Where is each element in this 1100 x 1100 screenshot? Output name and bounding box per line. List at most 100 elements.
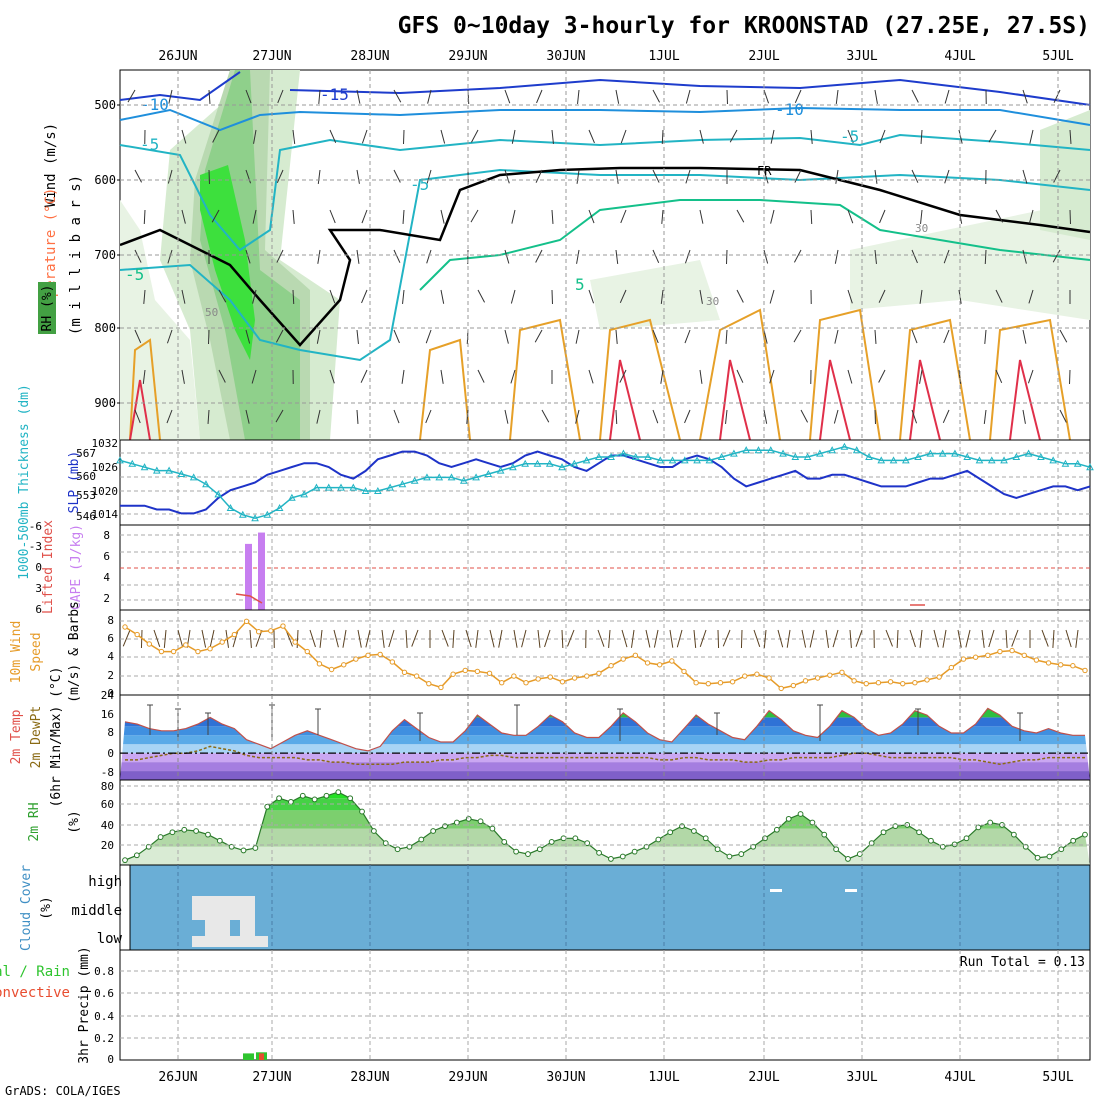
rh-tick-label: 60 — [101, 798, 114, 811]
wind-speed-point — [365, 652, 371, 659]
rh-point — [845, 856, 851, 862]
rh-point — [797, 811, 804, 817]
wind-barb — [427, 89, 432, 104]
rh-point — [181, 826, 188, 833]
thickness-point — [717, 452, 726, 460]
wind-barb — [615, 249, 619, 264]
wind-barb — [729, 129, 738, 143]
wind10m-panel: 8 6 4 2 0 10m Wind Speed (m/s) & Barbs — [9, 601, 1091, 703]
date-tick-label: 28JUN — [350, 1070, 389, 1085]
wind-label-3: (m/s) & Barbs — [67, 601, 82, 703]
wind-barb — [835, 89, 839, 104]
wind-barb — [847, 129, 854, 144]
cloud-low-block — [192, 936, 268, 947]
rh-point — [228, 843, 235, 850]
wind-tick-label: 2 — [107, 669, 114, 682]
wind-barb — [995, 369, 1003, 383]
wind-barb — [208, 89, 211, 105]
wind-barb — [1029, 129, 1034, 144]
li-line — [235, 593, 263, 604]
bottom-date-axis: 26JUN 27JUN 28JUN 29JUN 30JUN 1JUL 2JUL 3JUL 4JU… — [158, 1070, 1073, 1085]
cloud-frame — [129, 864, 1091, 951]
date-tick-label: 26JUN — [158, 49, 197, 64]
wind-barb — [245, 409, 250, 424]
rh-point — [133, 852, 140, 859]
date-tick-label: 2JUL — [748, 49, 779, 64]
contour-label: 50 — [205, 306, 218, 319]
wind-barb — [361, 129, 368, 144]
wind-speed-point — [438, 684, 444, 691]
wind-barb — [763, 89, 770, 104]
wind-barb — [218, 369, 226, 383]
wind-speed-point — [401, 669, 408, 676]
rh-point — [572, 835, 579, 842]
wind-barb — [167, 249, 173, 264]
wind-speed-point — [474, 668, 481, 675]
rh-point — [679, 823, 685, 830]
wind-barb — [466, 409, 469, 424]
rh-tick-label: 20 — [101, 839, 114, 852]
wind-barb — [319, 629, 323, 648]
rh-point — [323, 792, 330, 799]
wind-barb — [551, 209, 554, 225]
contour-label: -15 — [320, 85, 349, 104]
wind-speed-point — [705, 680, 711, 687]
rh-point — [619, 853, 626, 860]
wind-barb — [253, 129, 257, 144]
rh-point — [276, 795, 282, 802]
rh-point — [442, 823, 448, 830]
wind-speed-point — [134, 631, 140, 638]
wind-barb — [168, 89, 173, 104]
wind-barb — [211, 209, 220, 223]
cloud-blocks — [192, 889, 857, 947]
wind-label-2: Speed — [29, 632, 44, 671]
thickness-point — [152, 466, 161, 474]
wind-barb — [1022, 89, 1028, 104]
wind-barb — [652, 169, 660, 183]
wind-barb — [245, 329, 251, 344]
cape-li-panel: -6 -3 0 3 6 8 6 4 2 Lifted Index CAPE (J/kg) — [29, 520, 1091, 616]
wind-barb — [425, 409, 432, 424]
wind-barb — [769, 289, 775, 304]
rh-point — [525, 851, 531, 857]
temp-tick-label: 24 — [101, 689, 115, 702]
rh-point — [193, 828, 200, 834]
thickness-point — [337, 483, 345, 491]
rh-point — [584, 840, 591, 847]
thickness-point — [288, 493, 296, 501]
thickness-point — [668, 456, 677, 464]
wind-barb — [212, 129, 220, 143]
cloud-high-dash — [845, 889, 857, 892]
thickness-point — [214, 490, 223, 498]
wind-speed-point — [1070, 663, 1076, 669]
wind-barb — [615, 89, 620, 104]
wind-barb — [777, 629, 784, 648]
thickness-point — [901, 456, 910, 464]
rh-point — [453, 819, 460, 826]
wind-barb — [365, 629, 371, 648]
wind-tick-label: 6 — [107, 632, 114, 645]
wind-barb — [356, 249, 360, 264]
wind-barb — [615, 169, 619, 184]
wind-barb — [245, 249, 251, 264]
wind-speed-point — [1021, 652, 1027, 659]
contour-hot — [129, 359, 1041, 441]
contour-5 — [419, 199, 1091, 291]
wind-speed-point — [207, 646, 213, 652]
contour-minus5-a — [119, 133, 1091, 252]
wind-barb — [470, 129, 479, 143]
thickness-tick-label: 567 — [76, 447, 96, 460]
wind-barb — [393, 329, 400, 344]
wind-barb — [834, 329, 839, 344]
thickness-point — [165, 466, 173, 474]
rh-legend-swatch — [38, 282, 56, 334]
wind-speed-point — [243, 618, 250, 625]
thickness-point — [361, 486, 370, 494]
thickness-point — [680, 456, 689, 464]
wind-speed-point — [717, 680, 724, 686]
wind-barb — [981, 629, 985, 648]
wind-barb — [252, 289, 257, 304]
rh-point — [465, 815, 472, 822]
wind-barb — [475, 629, 479, 648]
wind-speed-point — [863, 680, 869, 687]
